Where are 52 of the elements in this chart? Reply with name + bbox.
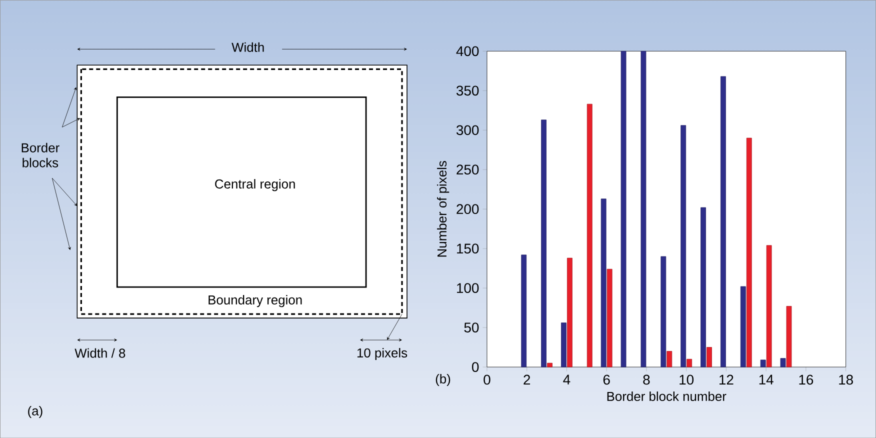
bar xyxy=(706,346,712,368)
text: Width xyxy=(232,42,264,52)
bar xyxy=(700,207,706,368)
bar xyxy=(541,120,546,368)
bar xyxy=(660,256,666,368)
x-tick-label: 16 xyxy=(799,374,814,385)
bar xyxy=(746,138,752,368)
bar xyxy=(600,198,606,368)
x-tick-label: 10 xyxy=(680,374,694,385)
bar xyxy=(680,125,686,368)
x-tick-label: 18 xyxy=(839,374,853,385)
x-tick-label: 6 xyxy=(603,374,610,385)
bar xyxy=(760,360,766,368)
text: Central region xyxy=(215,178,295,192)
bar xyxy=(521,254,527,368)
text: Width / 8 xyxy=(74,348,126,358)
bar xyxy=(620,50,626,368)
y-axis-title: Number of pixels xyxy=(437,160,450,257)
bar xyxy=(740,286,746,368)
bar xyxy=(567,258,572,368)
y-tick-label: 350 xyxy=(456,86,479,96)
text: Border blocks xyxy=(22,142,60,168)
text: (a) xyxy=(28,406,42,418)
text: Boundary region xyxy=(208,294,302,307)
bar xyxy=(686,358,692,368)
y-tick-label: 150 xyxy=(457,244,479,254)
bar xyxy=(766,245,772,368)
bar xyxy=(786,306,792,368)
x-tick-label: 2 xyxy=(524,374,530,384)
x-tick-label: 0 xyxy=(484,374,490,385)
y-tick-label: 100 xyxy=(457,283,479,293)
y-tick-label: 0 xyxy=(472,362,479,372)
y-tick-label: 300 xyxy=(456,125,479,135)
text: 10 pixels xyxy=(357,348,408,360)
y-tick-label: 50 xyxy=(464,322,479,332)
y-tick-label: 250 xyxy=(456,164,479,174)
bar xyxy=(586,104,592,368)
text: (b) xyxy=(436,374,450,386)
bar xyxy=(561,322,566,368)
bar xyxy=(720,76,726,368)
x-tick-label: 14 xyxy=(759,374,774,384)
x-tick-label: 4 xyxy=(563,374,570,384)
bar xyxy=(547,362,552,368)
bar xyxy=(640,50,646,368)
x-tick-label: 12 xyxy=(720,374,734,384)
y-tick-label: 200 xyxy=(456,204,479,214)
x-tick-label: 8 xyxy=(643,374,650,385)
y-tick-label: 400 xyxy=(456,46,479,56)
x-axis-title: Border block number xyxy=(607,391,726,401)
bar xyxy=(666,350,672,368)
bar xyxy=(606,268,612,368)
bar xyxy=(780,358,786,368)
